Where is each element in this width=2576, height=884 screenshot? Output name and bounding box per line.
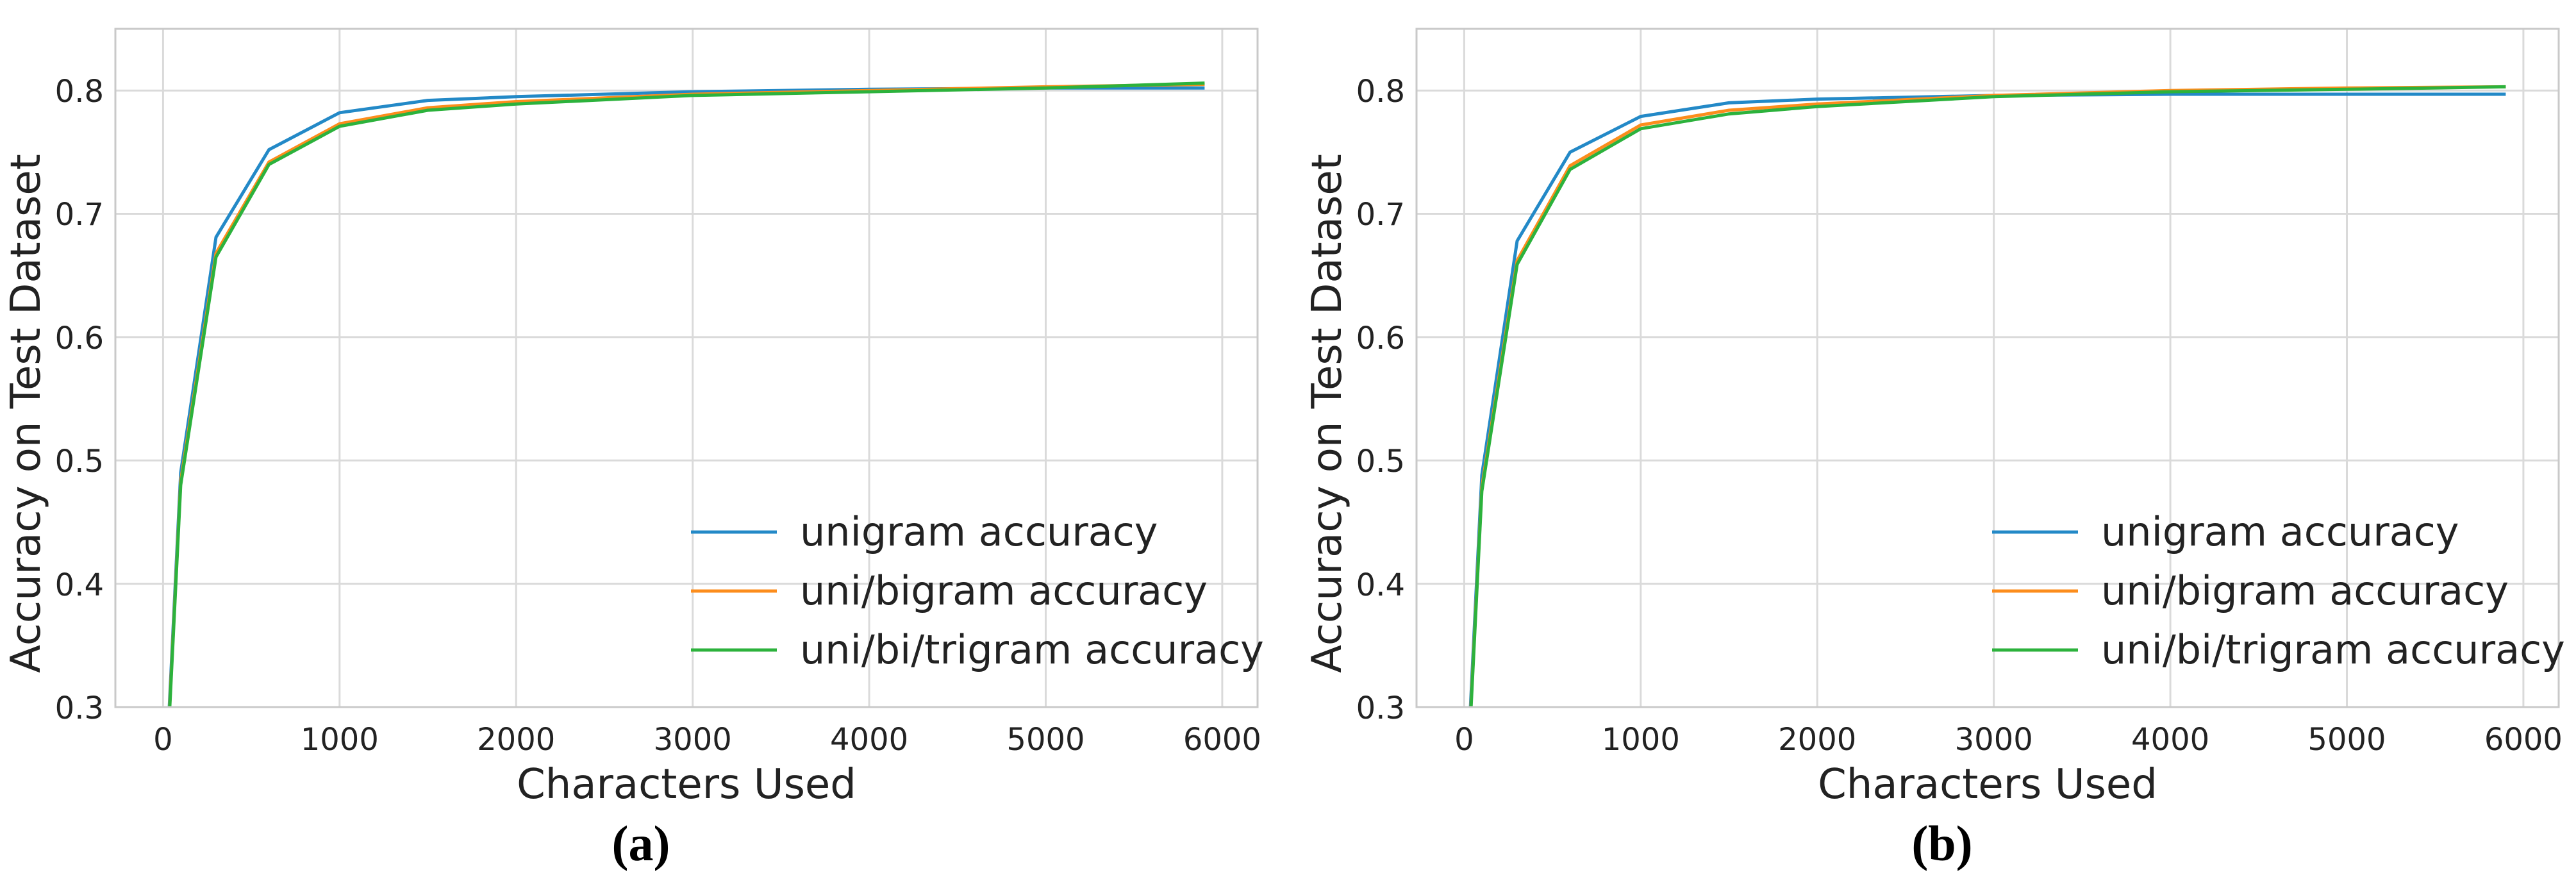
x-tick-label: 1000 (1602, 722, 1680, 758)
x-tick-label: 3000 (1955, 722, 2033, 758)
legend-label-uni-bi-trigram: uni/bi/trigram accuracy (800, 626, 1264, 673)
y-tick-label: 0.7 (55, 197, 104, 233)
x-tick-label: 3000 (654, 722, 732, 758)
y-tick-label: 0.3 (55, 690, 104, 726)
y-tick-label: 0.4 (1356, 567, 1405, 603)
x-tick-label: 0 (153, 722, 173, 758)
y-tick-label: 0.6 (1356, 321, 1405, 356)
x-tick-label: 4000 (2131, 722, 2209, 758)
legend-label-uni-bigram: uni/bigram accuracy (800, 567, 1208, 614)
y-axis-title: Accuracy on Test Dataset (1304, 154, 1351, 673)
legend-label-uni-bigram: uni/bigram accuracy (2101, 567, 2509, 614)
x-tick-label: 2000 (1778, 722, 1856, 758)
y-tick-label: 0.8 (1356, 74, 1405, 110)
y-tick-label: 0.5 (1356, 444, 1405, 480)
x-axis-ticks-b: 0 1000 2000 3000 4000 5000 6000 (1454, 722, 2563, 758)
y-tick-label: 0.6 (55, 321, 104, 356)
grid-a (115, 29, 1258, 707)
legend-label-unigram: unigram accuracy (800, 508, 1158, 555)
y-tick-label: 0.3 (1356, 690, 1405, 726)
chart-panel-a: 0.8 0.7 0.6 0.5 0.4 0.3 0 1000 2000 3000… (3, 28, 1264, 871)
plot-border (114, 28, 1259, 708)
y-tick-label: 0.4 (55, 567, 104, 603)
series-line-unigram (1468, 92, 2506, 707)
x-tick-label: 2000 (477, 722, 555, 758)
x-tick-label: 6000 (2484, 722, 2563, 758)
legend-b: unigram accuracy uni/bigram accuracy uni… (1992, 508, 2565, 673)
legend-label-unigram: unigram accuracy (2101, 508, 2459, 555)
legend-a: unigram accuracy uni/bigram accuracy uni… (691, 508, 1264, 673)
y-axis-ticks-b: 0.8 0.7 0.6 0.5 0.4 0.3 (1356, 74, 1405, 726)
y-tick-label: 0.5 (55, 444, 104, 480)
y-tick-label: 0.7 (1356, 197, 1405, 233)
plot-border (1415, 28, 2560, 708)
grid-b (1417, 29, 2559, 707)
x-tick-label: 4000 (830, 722, 908, 758)
x-tick-label: 5000 (2307, 722, 2386, 758)
x-tick-label: 5000 (1006, 722, 1084, 758)
series-line-uni-bi-trigram (1469, 85, 2506, 707)
y-axis-title: Accuracy on Test Dataset (3, 154, 50, 673)
x-axis-title: Characters Used (517, 761, 856, 808)
caption-a: (a) (612, 815, 670, 871)
y-axis-ticks-a: 0.8 0.7 0.6 0.5 0.4 0.3 (55, 74, 104, 726)
legend-label-uni-bi-trigram: uni/bi/trigram accuracy (2101, 626, 2565, 673)
x-tick-label: 1000 (301, 722, 379, 758)
x-tick-label: 0 (1454, 722, 1474, 758)
x-tick-label: 6000 (1183, 722, 1261, 758)
y-tick-label: 0.8 (55, 74, 104, 110)
x-axis-ticks-a: 0 1000 2000 3000 4000 5000 6000 (153, 722, 1261, 758)
caption-b: (b) (1911, 815, 1972, 871)
series-line-uni-bi-trigram (168, 81, 1205, 707)
chart-panel-b: 0.8 0.7 0.6 0.5 0.4 0.3 0 1000 2000 3000… (1304, 28, 2565, 871)
x-axis-title: Characters Used (1818, 761, 2157, 808)
